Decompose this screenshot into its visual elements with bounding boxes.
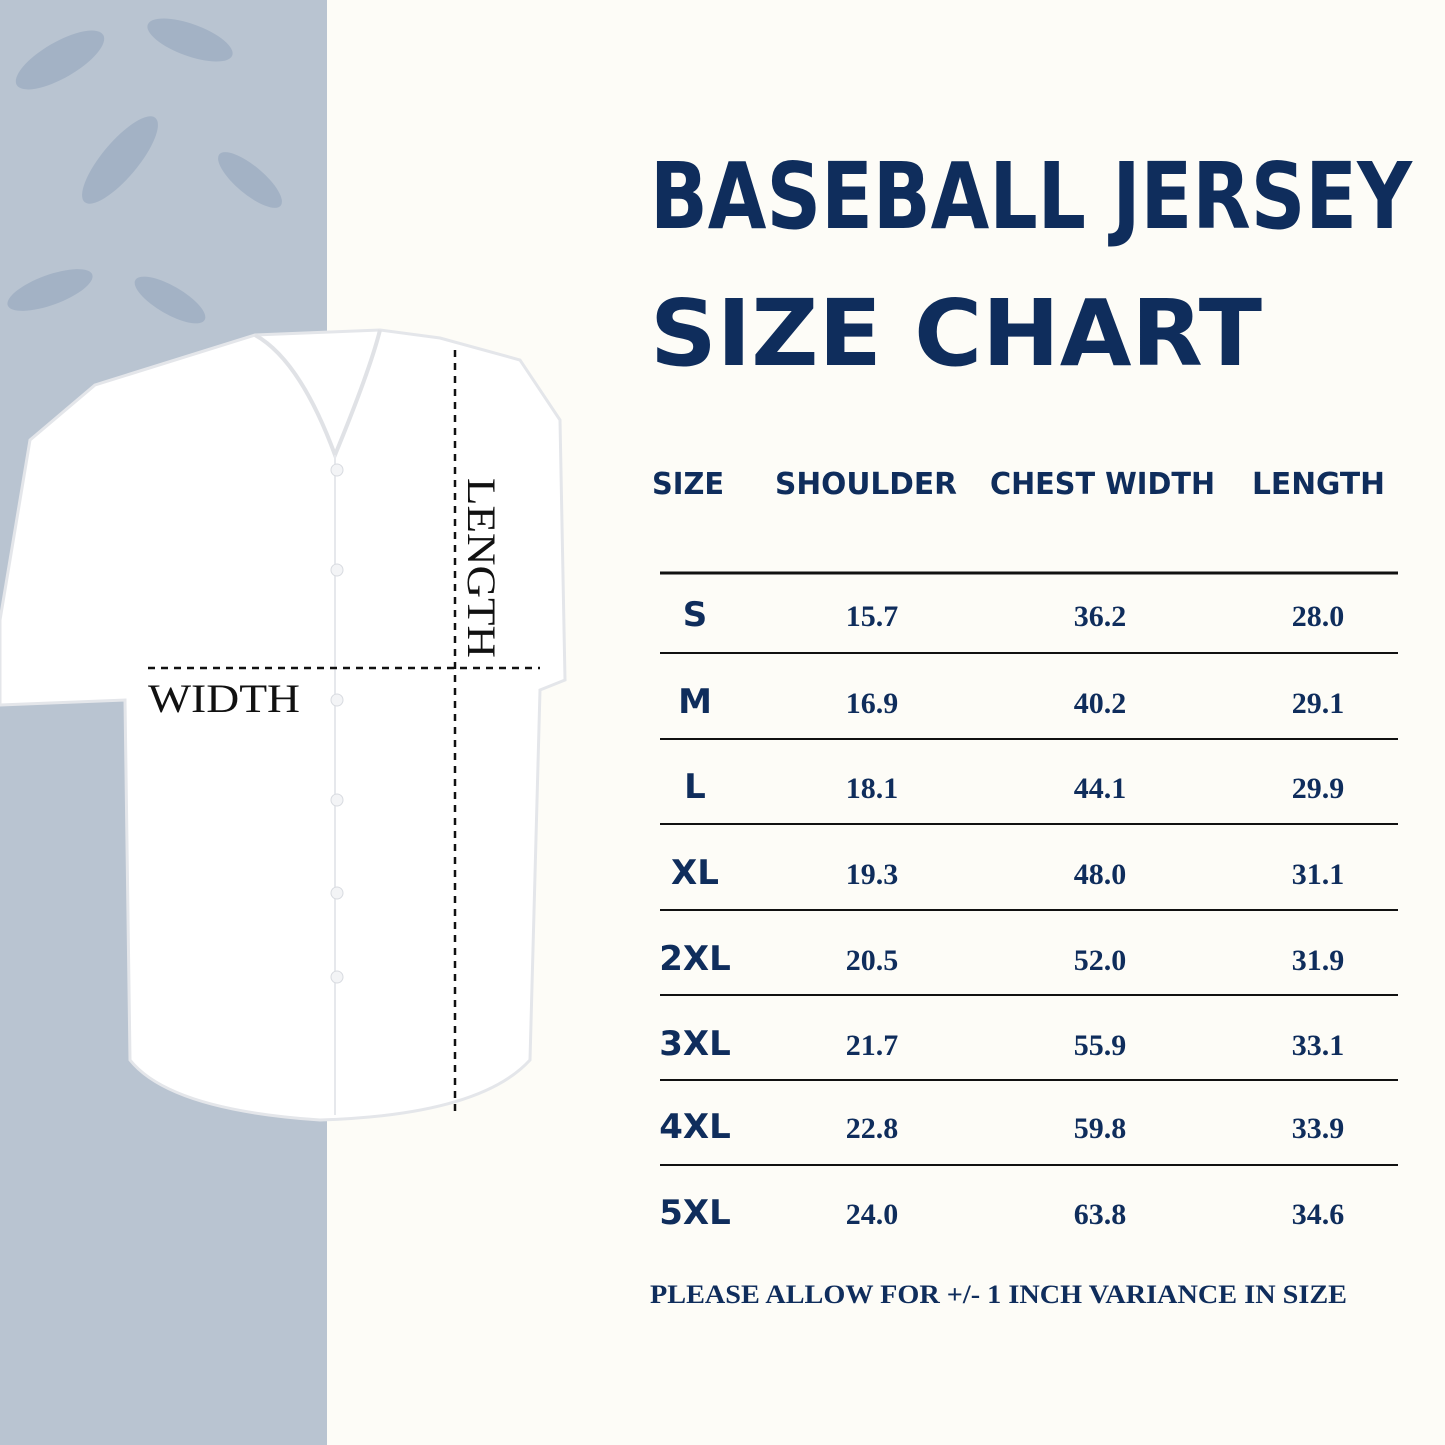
value-cell: 48.0 [1074,858,1127,891]
footer-note: PLEASE ALLOW FOR +/- 1 INCH VARIANCE IN … [650,1280,1347,1309]
length-label: LENGTH [459,478,504,658]
value-cell: 28.0 [1292,600,1345,633]
size-cell: 2XL [659,939,731,979]
width-label: WIDTH [148,676,300,721]
value-cell: 44.1 [1074,772,1127,805]
value-cell: 24.0 [846,1198,899,1231]
value-cell: 52.0 [1074,944,1127,977]
value-cell: 31.1 [1292,858,1345,891]
size-cell: 5XL [659,1193,731,1233]
size-cell: 3XL [659,1024,731,1064]
value-cell: 29.1 [1292,687,1345,720]
value-cell: 20.5 [846,944,899,977]
size-cell: L [684,767,706,807]
value-cell: 22.8 [846,1112,899,1145]
size-table: SIZE SHOULDER CHEST WIDTH LENGTH S 15.7 36.2 28… [652,467,1398,1233]
value-cell: 63.8 [1074,1198,1127,1231]
value-cell: 59.8 [1074,1112,1127,1145]
jersey [0,328,567,1122]
size-cell: 4XL [659,1107,731,1147]
column-header: CHEST WIDTH [990,467,1215,502]
value-cell: 34.6 [1292,1198,1345,1231]
value-cell: 15.7 [846,600,899,633]
title-line: BASEBALL JERSEY [650,143,1413,250]
value-cell: 36.2 [1074,600,1127,633]
value-cell: 33.9 [1292,1112,1345,1145]
title-line: SIZE CHART [650,280,1262,387]
column-header: LENGTH [1252,467,1385,502]
value-cell: 55.9 [1074,1029,1127,1062]
value-cell: 31.9 [1292,944,1345,977]
column-header: SHOULDER [775,467,957,502]
column-header: SIZE [652,467,724,502]
leaf-shadows [7,18,282,324]
value-cell: 33.1 [1292,1029,1345,1062]
value-cell: 19.3 [846,858,899,891]
size-cell: XL [671,853,719,893]
value-cell: 29.9 [1292,772,1345,805]
size-cell: M [678,682,712,722]
value-cell: 18.1 [846,772,899,805]
size-cell: S [683,595,708,635]
value-cell: 40.2 [1074,687,1127,720]
value-cell: 21.7 [846,1029,899,1062]
value-cell: 16.9 [846,687,899,720]
